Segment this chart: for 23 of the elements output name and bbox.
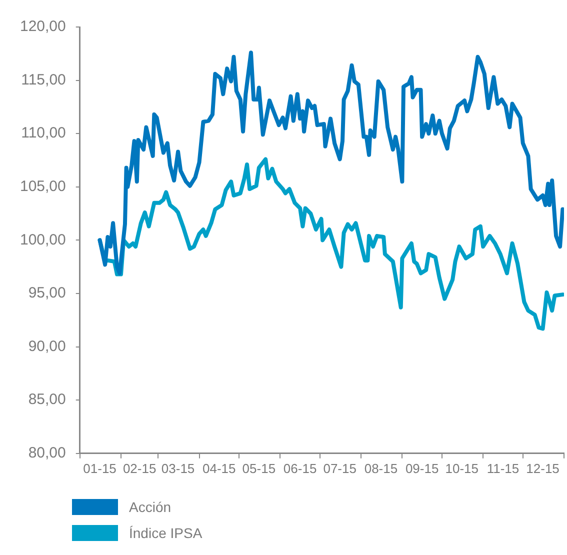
y-tick-label: 120,00 — [20, 18, 66, 36]
y-tick-label: 80,00 — [28, 444, 66, 462]
x-tick-label: 02-15 — [122, 460, 156, 476]
x-tick-label: 04-15 — [202, 460, 236, 476]
x-tick-label: 11-15 — [486, 460, 520, 476]
y-tick-label: 105,00 — [20, 178, 66, 196]
x-tick-label: 09-15 — [405, 460, 439, 476]
y-tick-label: 95,00 — [28, 284, 66, 302]
x-tick-label: 12-15 — [526, 460, 560, 476]
y-tick-label: 110,00 — [21, 124, 66, 142]
y-tick-label: 90,00 — [28, 338, 66, 355]
legend-label: Índice IPSA — [129, 525, 202, 541]
legend-label: Acción — [129, 499, 172, 515]
x-tick-label: 07-15 — [323, 460, 356, 476]
x-tick-label: 08-15 — [364, 460, 398, 476]
x-tick-label: 01-15 — [83, 460, 116, 476]
x-tick-label: 06-15 — [283, 460, 317, 476]
y-tick-label: 85,00 — [28, 391, 66, 408]
y-tick-label: 100,00 — [20, 231, 66, 248]
x-tick-label: 05-15 — [242, 460, 276, 476]
y-tick-label: 115,00 — [21, 71, 66, 88]
x-tick-label: 03-15 — [161, 460, 195, 476]
x-tick-label: 10-15 — [445, 460, 478, 476]
